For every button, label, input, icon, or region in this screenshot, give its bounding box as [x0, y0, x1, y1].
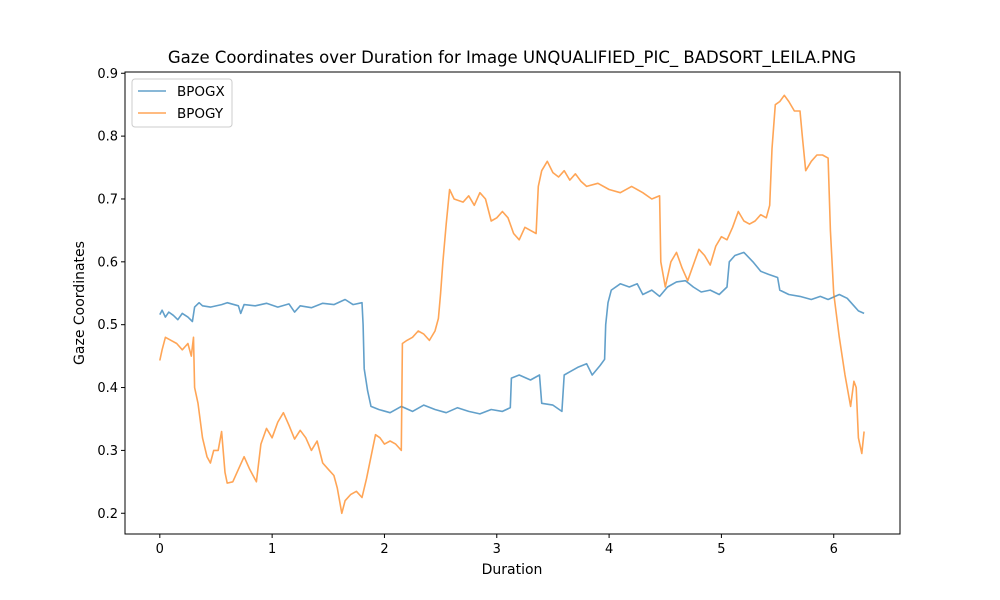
y-tick-label: 0.8 — [97, 130, 118, 145]
x-tick-label: 4 — [605, 542, 613, 557]
y-tick-label: 0.9 — [97, 67, 118, 82]
series-lines — [159, 94, 865, 515]
y-tick-label: 0.4 — [97, 381, 118, 396]
series-line-bpogx — [159, 251, 865, 415]
series-line-bpogy — [159, 94, 865, 515]
x-axis-label: Duration — [482, 562, 543, 578]
y-tick-label: 0.3 — [97, 444, 118, 459]
plot-border — [124, 71, 901, 535]
y-tick-label: 0.6 — [97, 255, 118, 270]
y-axis-label: Gaze Coordinates — [72, 241, 88, 365]
x-tick-label: 3 — [493, 542, 501, 557]
y-tick-label: 0.7 — [97, 192, 118, 207]
legend-label: BPOGX — [177, 84, 225, 100]
y-tick-label: 0.2 — [97, 507, 118, 522]
plot-area — [124, 71, 901, 535]
x-tick-label: 2 — [380, 542, 388, 557]
x-tick-label: 5 — [717, 542, 725, 557]
legend: BPOGX BPOGY — [131, 78, 233, 128]
x-tick-label: 6 — [830, 542, 838, 557]
y-axis: 0.2 0.3 0.4 0.5 0.6 0.7 0.8 0.9 — [97, 67, 125, 522]
x-tick-label: 1 — [268, 542, 276, 557]
chart-title: Gaze Coordinates over Duration for Image… — [168, 48, 856, 68]
legend-label: BPOGY — [177, 106, 224, 122]
x-tick-label: 0 — [156, 542, 164, 557]
y-tick-label: 0.5 — [97, 318, 118, 333]
x-axis: 0 1 2 3 4 5 6 — [156, 534, 838, 557]
